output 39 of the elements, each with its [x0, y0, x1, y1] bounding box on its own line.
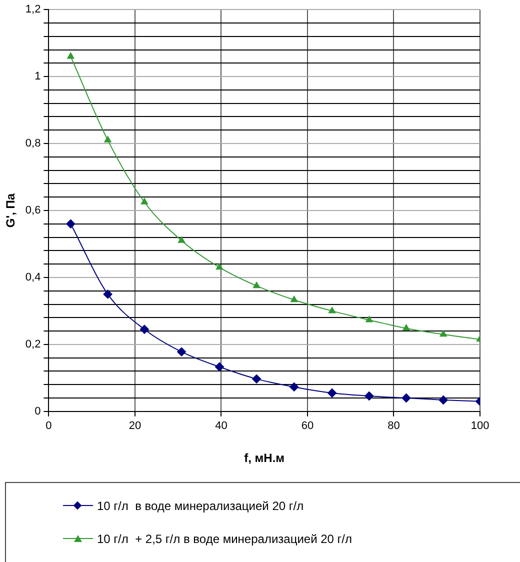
point: [103, 290, 112, 299]
y-tick-label: 0,4: [25, 272, 41, 284]
legend-label: 10 г/л + 2,5 г/л в воде минерализацией 20 г/л: [97, 532, 352, 546]
point: [66, 219, 76, 228]
point: [364, 392, 374, 400]
point: [438, 396, 448, 405]
x-tick-label: 100: [470, 420, 490, 432]
point: [440, 330, 447, 337]
point: [253, 282, 260, 288]
x-tick-label: 40: [215, 420, 228, 432]
y-tick-label: 0: [34, 405, 41, 418]
y-tick-label: 1,2: [25, 4, 41, 16]
point: [104, 136, 112, 142]
y-tick-label: 0,8: [25, 138, 41, 150]
legend-label: 10 г/л в воде минерализацией 20 г/л: [97, 499, 304, 513]
y-tick-label: 0,2: [25, 338, 41, 350]
point: [290, 296, 298, 302]
point: [402, 394, 411, 403]
point: [140, 198, 148, 204]
point: [290, 382, 299, 392]
y-tick-label: 1: [34, 70, 41, 83]
x-axis-title: f, мН.м: [244, 451, 285, 466]
x-tick-label: 0: [46, 420, 52, 432]
y-tick-label: 0,6: [25, 204, 41, 217]
point: [328, 306, 336, 314]
x-tick-label: 80: [388, 420, 400, 432]
x-tick-label: 20: [128, 420, 142, 432]
point: [328, 388, 337, 398]
point: [366, 316, 373, 322]
point: [214, 362, 224, 372]
point: [216, 263, 224, 270]
point: [177, 347, 186, 356]
point: [67, 52, 74, 59]
point: [140, 324, 149, 334]
x-tick-label: 60: [301, 420, 314, 432]
point: [402, 324, 410, 331]
point: [252, 374, 262, 384]
y-axis-title: G', Па: [4, 193, 18, 228]
point: [178, 236, 186, 243]
